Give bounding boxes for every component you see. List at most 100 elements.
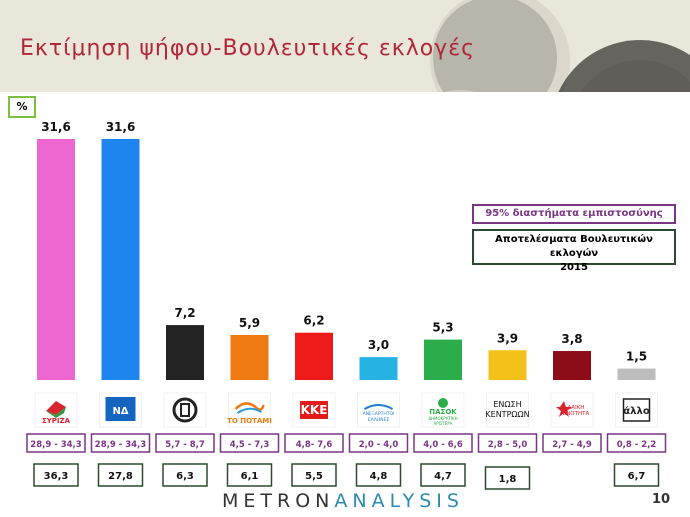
logo-mark (300, 401, 328, 419)
logo-mark (172, 397, 198, 423)
previous-result-box (97, 463, 144, 487)
laiki-enotita-star-icon (550, 392, 594, 428)
bar (37, 139, 75, 380)
bar (553, 351, 591, 380)
bar-value-label: 7,2 (174, 306, 195, 320)
previous-result-label: 4,7 (434, 471, 452, 482)
party-logo-text: ΝΔ (112, 406, 128, 417)
bar (488, 350, 527, 380)
logo-mark (180, 403, 190, 417)
bar-value-label: 31,6 (106, 120, 136, 134)
logo-mark (438, 398, 448, 408)
bar-value-label: 5,9 (239, 316, 260, 330)
bar-value-label: 3,8 (561, 332, 582, 346)
logo-part-analysis: ANALYSIS (334, 490, 464, 512)
previous-result-box (162, 463, 208, 487)
previous-results-legend: Αποτελέσματα Βουλευτικών εκλογών 2015 (472, 229, 676, 273)
previous-result-box (226, 463, 273, 487)
anel-icon (357, 392, 400, 428)
bar (617, 368, 656, 380)
logo-mark (622, 398, 651, 422)
bar-value-label: 31,6 (41, 120, 71, 134)
previous-result-label: 6,7 (628, 471, 646, 482)
confidence-interval-box (155, 433, 215, 453)
confidence-interval-box (348, 433, 409, 453)
previous-results-legend-line2: 2015 (560, 262, 588, 273)
party-logo-text: ΑΡΙΣΤΕΡΑ (434, 421, 453, 426)
party-logo-text: ΤΟ ΠΟΤΑΜΙ (227, 417, 272, 425)
confidence-interval-label: 4,0 - 6,6 (423, 440, 463, 450)
previous-result-label: 6,1 (241, 471, 259, 482)
bar-value-label: 1,5 (626, 350, 647, 364)
confidence-interval-box (26, 433, 86, 453)
previous-result-label: 6,3 (176, 471, 194, 482)
bar-value-label: 3,0 (368, 338, 389, 352)
previous-result-label: 27,8 (108, 471, 133, 482)
metron-analysis-logo: METRONANALYSIS (222, 490, 464, 512)
logo-mark (46, 401, 66, 415)
confidence-interval-label: 28,9 - 34,3 (95, 440, 146, 450)
bar (424, 339, 462, 380)
confidence-interval-label: 5,7 - 8,7 (165, 440, 205, 450)
previous-result-label: 36,3 (44, 471, 69, 482)
confidence-interval-label: 2,8 - 5,0 (488, 440, 528, 450)
previous-result-box (484, 466, 531, 490)
previous-result-box (420, 463, 466, 487)
enosi-kentroon-icon (486, 392, 529, 428)
previous-results-legend-line1: Αποτελέσματα Βουλευτικών εκλογών (495, 234, 653, 259)
bar-value-label: 6,2 (303, 314, 324, 328)
bar (295, 332, 333, 380)
previous-result-box (33, 463, 79, 487)
logo-mark (236, 407, 263, 414)
bar (166, 325, 204, 380)
previous-result-box (613, 463, 660, 487)
logo-mark (46, 407, 66, 418)
confidence-interval-label: 4,8- 7,6 (296, 440, 333, 450)
logo-part-metron: METRON (222, 490, 335, 512)
previous-result-label: 5,5 (305, 471, 323, 482)
bar-value-label: 5,3 (432, 321, 453, 335)
confidence-interval-box (219, 433, 280, 453)
percent-unit-label: % (8, 96, 36, 118)
page-number: 10 (652, 492, 671, 507)
confidence-interval-box (90, 433, 151, 453)
party-logo-text: ΔΗΜΟΚΡΑΤΙΚΗ (428, 416, 457, 421)
header-band: Εκτίμηση ψήφου-Βουλευτικές εκλογές (0, 0, 690, 92)
party-logo-text: ΠΑΣΟΚ (429, 408, 457, 416)
party-logo-text: ΕΛΛΗΝΕΣ (368, 417, 390, 423)
confidence-interval-label: 2,7 - 4,9 (552, 440, 592, 450)
bar (230, 335, 269, 380)
logo-mark (364, 404, 393, 410)
confidence-interval-label: 0,8 - 2,2 (617, 440, 657, 450)
confidence-interval-box (477, 433, 538, 453)
confidence-interval-box (606, 433, 667, 453)
logo-mark (556, 401, 572, 417)
confidence-interval-box (542, 433, 602, 453)
confidence-interval-label: 2,0 - 4,0 (359, 440, 399, 450)
previous-result-label: 4,8 (370, 471, 388, 482)
party-logo-text: ΚΚΕ (301, 403, 328, 417)
previous-result-box (355, 463, 402, 487)
previous-result-box (291, 463, 337, 487)
bar (359, 357, 398, 380)
confidence-interval-label: 28,9 - 34,3 (30, 440, 81, 450)
bar (101, 139, 140, 380)
logo-mark (105, 397, 136, 421)
confidence-interval-box (284, 433, 344, 453)
party-logo-text: ΚΕΝΤΡΩΩΝ (485, 410, 529, 419)
bar-value-label: 3,9 (497, 331, 518, 345)
confidence-interval-label: 4,5 - 7,3 (230, 440, 270, 450)
page-title: Εκτίμηση ψήφου-Βουλευτικές εκλογές (20, 36, 476, 61)
party-logo-text: ΕΝΩΣΗ (493, 400, 521, 409)
party-logo-text: ΑΝΕΞΑΡΤΗΤΟΙ (363, 411, 395, 417)
party-logo-text: άλλο (623, 405, 650, 417)
confidence-interval-legend: 95% διαστήματα εμπιστοσύνης (472, 204, 676, 224)
party-logo-text: ΕΝΟΤΗΤΑ (563, 411, 590, 417)
party-logo-text: ΛΑΙΚΗ (568, 405, 585, 411)
potami-wave-icon (228, 392, 271, 428)
confidence-interval-box (413, 433, 473, 453)
party-logo-text: ΣΥΡΙΖΑ (42, 417, 71, 425)
logo-mark (234, 402, 265, 411)
previous-result-label: 1,8 (499, 474, 517, 485)
